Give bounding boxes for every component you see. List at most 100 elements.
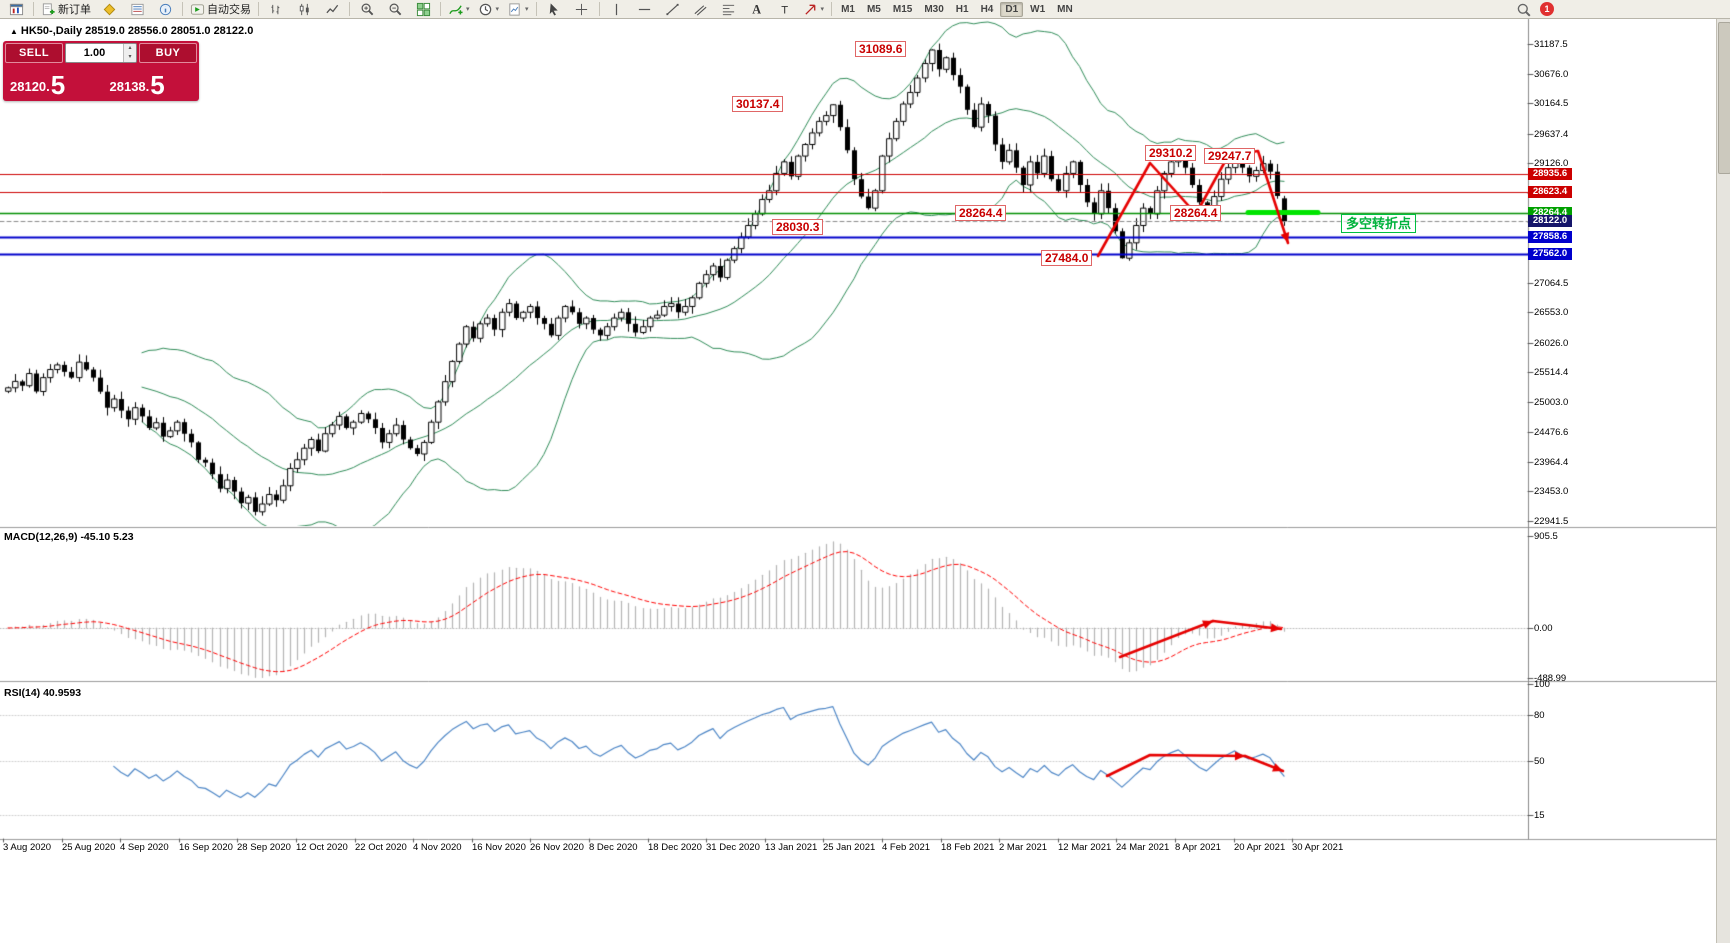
price-tick-label: 23964.4 (1534, 456, 1569, 468)
price-tick-label: 27064.5 (1534, 277, 1569, 289)
price-tick-label: 29126.0 (1534, 158, 1569, 170)
periods-icon (478, 2, 493, 17)
macd-indicator-label: MACD(12,26,9) -45.10 5.23 (4, 531, 134, 543)
timeframe-mn-button[interactable]: MN (1057, 3, 1073, 15)
buy-price[interactable]: 28138. 5 (98, 65, 198, 99)
periods-button[interactable]: ▾ (474, 0, 504, 19)
bars-icon (269, 2, 284, 17)
hline-icon (637, 2, 652, 17)
fibo-icon (721, 2, 736, 17)
price-annotation[interactable]: 30137.4 (732, 96, 784, 112)
date-label: 24 Mar 2021 (1116, 842, 1170, 853)
metaeditor-button[interactable] (95, 0, 123, 19)
date-label: 18 Dec 2020 (648, 842, 702, 853)
line-chart-mode-button[interactable] (318, 0, 346, 19)
zoom-in-button[interactable] (353, 0, 381, 19)
market-watch-icon (130, 2, 145, 17)
timeframe-d1-button[interactable]: D1 (1000, 1, 1024, 17)
linechart-icon (325, 2, 340, 17)
price-tick-label: 29637.4 (1534, 128, 1569, 140)
price-tick-label: 26026.0 (1534, 337, 1569, 349)
price-annotation[interactable]: 28264.4 (1170, 205, 1222, 221)
price-annotation[interactable]: 28030.3 (772, 219, 824, 235)
timeframe-h1-button[interactable]: H1 (955, 3, 969, 15)
cursor-tool-button[interactable] (540, 0, 568, 19)
price-tag: 28935.6 (1528, 168, 1572, 181)
notifications-badge[interactable]: 1 (1540, 2, 1554, 16)
text-icon: A (749, 2, 764, 17)
templates-icon (507, 2, 522, 17)
algo-trading-button[interactable]: 自动交易 (186, 0, 255, 19)
timeframe-m5-button[interactable]: M5 (866, 3, 881, 15)
new-order-label: 新订单 (58, 4, 91, 16)
timeframe-m1-button[interactable]: M1 (841, 3, 855, 15)
toolbar-separator (349, 2, 350, 16)
price-annotation[interactable]: 29310.2 (1145, 145, 1197, 161)
arrows-tool-button[interactable]: ▾ (799, 0, 829, 19)
timeframe-m30-button[interactable]: M30 (924, 3, 944, 15)
price-tick-label: 24476.6 (1534, 427, 1569, 439)
chart-marker-icon: ▲ (10, 27, 18, 36)
channel-icon (693, 2, 708, 17)
bar-chart-mode-button[interactable] (262, 0, 290, 19)
trendline-tool-button[interactable] (659, 0, 687, 19)
sell-button[interactable]: SELL (5, 43, 63, 63)
tile-windows-button[interactable] (409, 0, 437, 19)
svg-text:T: T (781, 4, 788, 16)
scrollbar-thumb[interactable] (1718, 22, 1730, 174)
label-tool-button[interactable]: T (771, 0, 799, 19)
volume-input[interactable] (66, 44, 123, 62)
data-window-button[interactable] (151, 0, 179, 19)
rsi-indicator-label: RSI(14) 40.9593 (4, 687, 82, 699)
search-icon[interactable] (1516, 2, 1532, 23)
channel-tool-button[interactable] (687, 0, 715, 19)
text-tool-button[interactable]: A (743, 0, 771, 19)
buy-button[interactable]: BUY (139, 43, 197, 63)
date-label: 12 Mar 2021 (1058, 842, 1112, 853)
chevron-down-icon: ▾ (495, 6, 500, 13)
volume-increase-button[interactable]: ▴ (124, 44, 136, 53)
vertical-scrollbar[interactable] (1716, 19, 1730, 943)
zoom-out-button[interactable] (381, 0, 409, 19)
vertical-line-tool-button[interactable] (603, 0, 631, 19)
market-watch-button[interactable] (123, 0, 151, 19)
new-order-button[interactable]: 新订单 (37, 0, 95, 19)
indicators-button[interactable]: ▾ (444, 0, 474, 19)
price-annotation[interactable]: 27484.0 (1041, 250, 1093, 266)
volume-decrease-button[interactable]: ▾ (124, 53, 136, 62)
indicators-icon (448, 2, 463, 17)
chevron-down-icon: ▾ (525, 6, 529, 13)
horizontal-line-tool-button[interactable] (631, 0, 659, 19)
price-annotation[interactable]: 28264.4 (955, 205, 1007, 221)
timeframe-m15-button[interactable]: M15 (892, 3, 913, 15)
fibonacci-tool-button[interactable] (715, 0, 743, 19)
volume-spinner: ▴ ▾ (123, 44, 136, 62)
candlesticks-icon (297, 2, 312, 17)
date-label: 20 Apr 2021 (1234, 842, 1286, 853)
date-label: 8 Apr 2021 (1175, 842, 1221, 853)
trend-turning-point-note[interactable]: 多空转折点 (1341, 214, 1417, 233)
price-tag: 28122.0 (1528, 215, 1572, 228)
crosshair-tool-button[interactable] (568, 0, 596, 19)
toolbar-separator (258, 2, 259, 16)
chart-symbol-title: ▲ HK50-,Daily 28519.0 28556.0 28051.0 281… (10, 25, 253, 37)
price-annotation[interactable]: 29247.7 (1204, 148, 1256, 164)
templates-button[interactable]: ▾ (503, 0, 533, 19)
candlestick-mode-button[interactable] (290, 0, 318, 19)
timeframe-w1-button[interactable]: W1 (1030, 3, 1046, 15)
sell-price-big-digit: 5 (50, 70, 66, 100)
rsi-tick-label: 50 (1534, 756, 1545, 767)
macd-tick-label: -488.99 (1534, 672, 1567, 684)
date-label: 25 Aug 2020 (62, 842, 116, 853)
toolbar-separator (182, 2, 183, 16)
price-tick-label: 25003.0 (1534, 396, 1569, 408)
sell-price[interactable]: 28120. 5 (5, 65, 98, 99)
price-tick-label: 23453.0 (1534, 486, 1569, 498)
toolbar-separator (33, 2, 34, 16)
price-annotation[interactable]: 31089.6 (855, 41, 907, 57)
date-label: 4 Sep 2020 (120, 842, 169, 853)
new-chart-button[interactable] (2, 0, 30, 19)
date-label: 16 Sep 2020 (179, 842, 233, 853)
timeframe-h4-button[interactable]: H4 (980, 3, 994, 15)
